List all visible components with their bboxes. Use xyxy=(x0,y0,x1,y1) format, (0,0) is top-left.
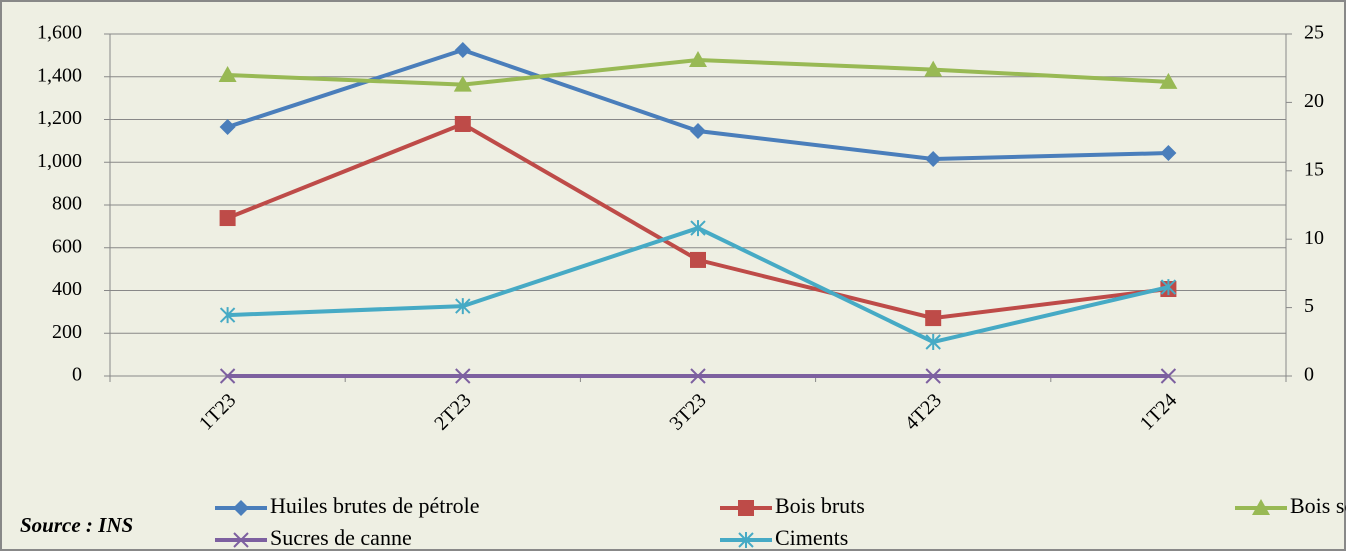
marker xyxy=(453,75,472,92)
source: Source : INS xyxy=(20,513,133,537)
marker xyxy=(1159,72,1178,89)
marker xyxy=(454,115,471,132)
marker xyxy=(738,500,754,516)
marker xyxy=(1160,279,1177,296)
marker xyxy=(1252,499,1270,515)
y-tick-label: 800 xyxy=(52,193,82,215)
marker xyxy=(690,123,706,140)
legend-label: Bois sciés xyxy=(1290,493,1346,518)
legend-label: Sucres de canne xyxy=(270,525,412,550)
marker xyxy=(925,368,941,384)
marker xyxy=(925,334,941,351)
marker xyxy=(219,118,236,135)
marker xyxy=(233,500,249,516)
marker xyxy=(455,368,471,384)
marker xyxy=(690,251,706,268)
marker xyxy=(1160,145,1177,162)
marker xyxy=(454,42,471,59)
marker xyxy=(690,368,706,384)
y-tick-label: 200 xyxy=(52,321,82,343)
y-tick-label: 1,600 xyxy=(37,22,82,44)
y-tick-label: 1,000 xyxy=(37,150,82,172)
marker xyxy=(690,220,706,237)
y2-tick-label: 0 xyxy=(1304,364,1314,386)
legend-label: Huiles brutes de pétrole xyxy=(270,493,480,518)
marker xyxy=(738,532,754,548)
marker xyxy=(233,532,249,548)
legend-label: Ciments xyxy=(775,525,848,550)
marker xyxy=(218,66,237,83)
marker xyxy=(219,368,236,384)
y2-tick-label: 10 xyxy=(1304,227,1324,249)
marker xyxy=(924,60,943,77)
y2-tick-label: 15 xyxy=(1304,158,1324,180)
y-tick-label: 0 xyxy=(72,364,82,386)
y2-tick-label: 20 xyxy=(1304,90,1324,112)
y2-tick-label: 25 xyxy=(1304,22,1324,44)
y2-tick-label: 5 xyxy=(1304,295,1314,317)
marker xyxy=(455,298,471,315)
y-tick-label: 1,400 xyxy=(37,64,82,86)
y-tick-label: 600 xyxy=(52,235,82,257)
y-tick-label: 400 xyxy=(52,278,82,300)
marker xyxy=(925,151,942,168)
y-tick-label: 1,200 xyxy=(37,107,82,129)
marker xyxy=(925,310,942,327)
marker xyxy=(689,50,707,67)
legend-label: Bois bruts xyxy=(775,493,865,518)
marker xyxy=(219,210,236,227)
marker xyxy=(219,307,236,324)
marker xyxy=(1160,368,1177,384)
